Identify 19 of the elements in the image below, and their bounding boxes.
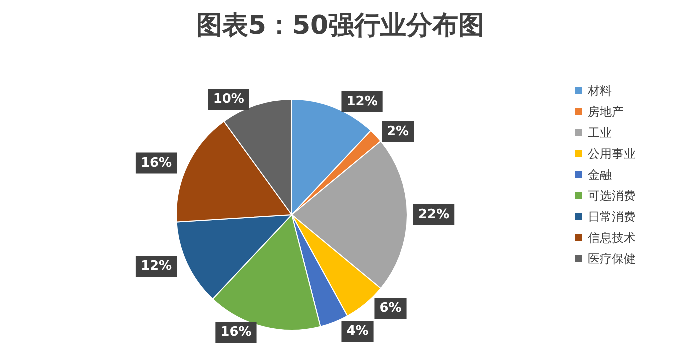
legend-label: 可选消费 bbox=[588, 189, 636, 203]
data-label: 10% bbox=[213, 92, 244, 107]
legend-label: 工业 bbox=[588, 126, 612, 140]
data-label: 4% bbox=[346, 324, 369, 340]
data-label: 12% bbox=[346, 94, 378, 110]
legend-label: 金融 bbox=[588, 168, 612, 182]
data-label: 6% bbox=[380, 301, 402, 316]
legend-label: 信息技术 bbox=[588, 231, 636, 245]
chart-title: 图表5：50强行业分布图 bbox=[196, 11, 485, 41]
legend-label: 日常消费 bbox=[588, 210, 636, 224]
legend-label: 医疗保健 bbox=[588, 252, 636, 266]
data-label: 2% bbox=[387, 124, 410, 140]
data-label: 16% bbox=[220, 325, 252, 340]
legend-label: 材料 bbox=[587, 84, 612, 98]
data-label: 22% bbox=[418, 208, 450, 222]
legend-label: 公用事业 bbox=[588, 147, 636, 161]
legend-label: 房地产 bbox=[588, 105, 624, 119]
data-label: 16% bbox=[140, 156, 172, 171]
data-label: 12% bbox=[140, 259, 172, 274]
